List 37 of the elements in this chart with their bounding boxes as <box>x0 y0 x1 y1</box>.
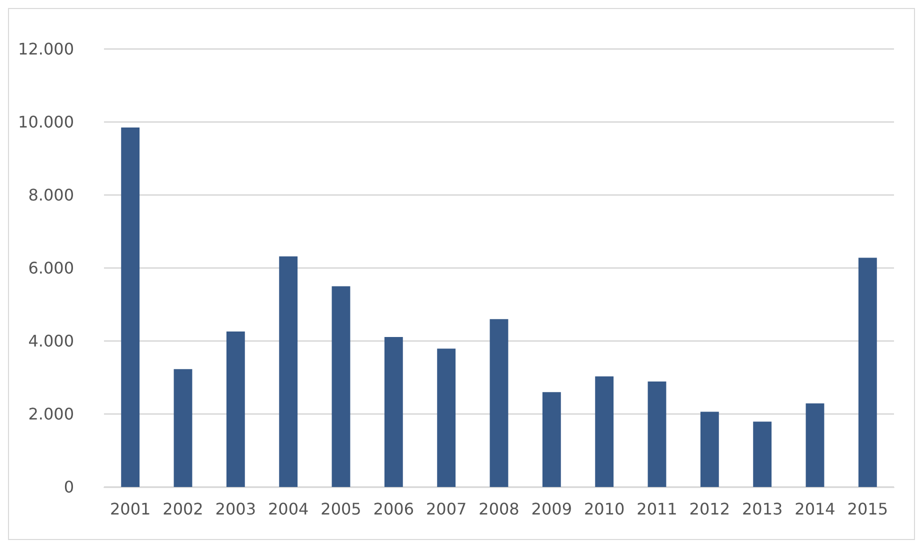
bar <box>332 286 350 487</box>
x-tick-label: 2010 <box>584 500 625 518</box>
bar <box>595 376 614 487</box>
y-tick-label: 8.000 <box>28 186 74 204</box>
bar <box>226 332 245 487</box>
bar <box>542 392 561 487</box>
x-tick-label: 2014 <box>794 500 836 518</box>
y-tick-label: 2.000 <box>28 404 74 424</box>
x-tick-label: 2006 <box>373 500 414 518</box>
bar <box>384 336 403 487</box>
bar <box>700 412 719 487</box>
y-tick-label: 6.000 <box>28 258 74 278</box>
x-tick-label: 2009 <box>531 500 572 518</box>
x-tick-label: 2007 <box>426 500 467 518</box>
bar <box>806 403 824 487</box>
bar <box>174 369 192 487</box>
bar <box>121 127 140 487</box>
bar <box>753 422 772 487</box>
y-tick-label: 12.000 <box>18 40 74 58</box>
x-tick-label: 2004 <box>268 500 309 518</box>
x-tick-label: 2008 <box>478 500 520 518</box>
x-tick-label: 2015 <box>847 500 888 518</box>
bar <box>437 348 456 487</box>
y-tick-label: 4.000 <box>28 332 74 350</box>
bar <box>490 319 508 487</box>
x-tick-label: 2013 <box>742 500 783 518</box>
x-tick-label: 2011 <box>636 500 678 518</box>
y-tick-label: 10.000 <box>18 112 74 132</box>
bar <box>858 258 877 487</box>
bar <box>648 382 666 487</box>
bar <box>279 256 298 487</box>
x-tick-label: 2003 <box>215 500 256 518</box>
y-tick-label: 0 <box>64 478 74 496</box>
x-tick-label: 2012 <box>689 500 730 518</box>
x-tick-label: 2002 <box>162 500 204 518</box>
x-tick-label: 2005 <box>320 500 362 518</box>
x-tick-label: 2001 <box>110 500 151 518</box>
